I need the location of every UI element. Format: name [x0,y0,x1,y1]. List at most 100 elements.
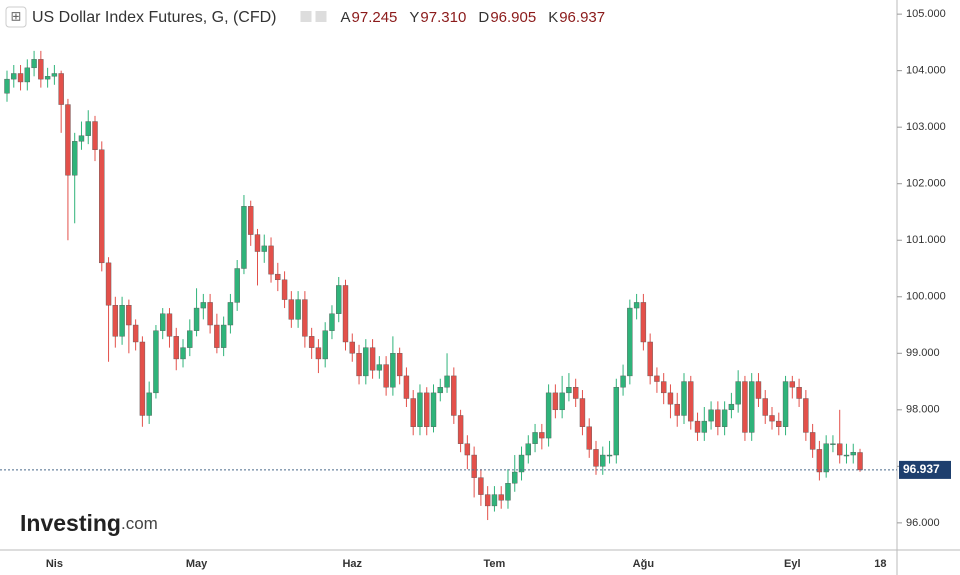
candle-body [457,415,464,444]
candle-body [295,299,301,320]
candle-body [71,141,78,176]
candle-body [627,307,633,377]
candle-body [180,347,186,360]
candle-body [58,73,64,105]
candle-body [789,381,796,388]
x-tick-label: Tem [484,558,506,570]
candle-body [512,471,518,484]
x-tick-label: Nis [46,558,63,570]
x-tick-label: Eyl [784,558,801,570]
candle-body [444,375,450,388]
candle-body [241,206,247,269]
candle-body [830,443,836,445]
candle-body [17,73,24,83]
candle-body [796,387,802,399]
candle-body [112,305,119,337]
y-tick-label: 101.000 [906,234,946,246]
candle-body [200,302,207,309]
candle-body [525,443,531,456]
readout-value: 96.937 [559,9,605,26]
candle-body [755,381,762,399]
candle-body [146,392,152,416]
candle-body [288,299,295,320]
candle-body [356,353,362,377]
candle-body [308,336,315,348]
candle-body [674,403,680,416]
candle-body [762,398,768,416]
candle-body [552,392,559,411]
icon [300,11,312,22]
candle-body [518,454,525,473]
y-tick-label: 104.000 [906,65,946,77]
candle-body [688,381,694,422]
candle-body [51,73,58,77]
candle-body [160,313,166,331]
candle-body [823,443,829,473]
candle-body [227,302,234,326]
candle-body [545,392,552,439]
candle-body [681,381,687,416]
candle-body [803,398,809,433]
candle-body [471,454,477,478]
readout-value: 96.905 [490,9,536,26]
y-tick-label: 96.000 [906,517,940,529]
candle-body [633,302,640,309]
candle-body [376,364,383,371]
candle-body [505,483,511,501]
candle-body [44,76,51,80]
candle-body [193,307,200,331]
candle-body [620,375,626,388]
candle-body [498,494,504,501]
candle-body [451,375,457,416]
candle-body [843,454,850,457]
readout-key: D [478,9,489,26]
candle-body [132,324,139,343]
candle-body [11,73,17,80]
candle-body [315,347,322,360]
candle-body [322,330,328,360]
candle-body [99,149,105,264]
candle-body [410,398,416,427]
candle-body [600,454,606,467]
icon [5,6,27,28]
candle-body [437,387,443,394]
candle-body [78,135,85,142]
candle-body [559,392,565,411]
x-tick-label: 18 [874,558,886,570]
candle-body [214,324,220,348]
y-tick-label: 100.000 [906,291,946,303]
header: ⊞ US Dollar Index Futures, G, (CFD) A 97.… [5,6,606,28]
candle-body [369,347,376,371]
y-tick-label: 98.000 [906,404,940,416]
x-tick-label: May [186,558,208,570]
candle-body [850,452,856,456]
candle-body [166,313,173,337]
candle-body [857,452,863,471]
candle-body [153,330,159,394]
candle-body [31,59,37,69]
candle-body [701,420,708,433]
candle-body [302,299,308,337]
candle-body [566,387,572,394]
candle-body [539,432,545,439]
candle-body [478,477,484,495]
logo: Investing.com [20,510,158,536]
candle-body [336,285,342,314]
candle-body [220,324,227,348]
candle-body [403,375,410,399]
candle-body [837,443,843,456]
candle-body [782,381,789,427]
candle-body [187,330,193,348]
candle-body [694,420,701,433]
candle-body [342,285,349,343]
last-price-label: 96.937 [903,462,940,476]
candle-body [363,347,369,377]
candle-body [349,341,355,354]
ohlc-readout: A 97.245 Y 97.310 D 96.905 K 96.937 [341,9,606,26]
candle-body [776,420,782,427]
candle-body [667,392,674,405]
readout-key: K [548,9,558,26]
candle-body [261,245,267,252]
candle-body [742,381,748,433]
